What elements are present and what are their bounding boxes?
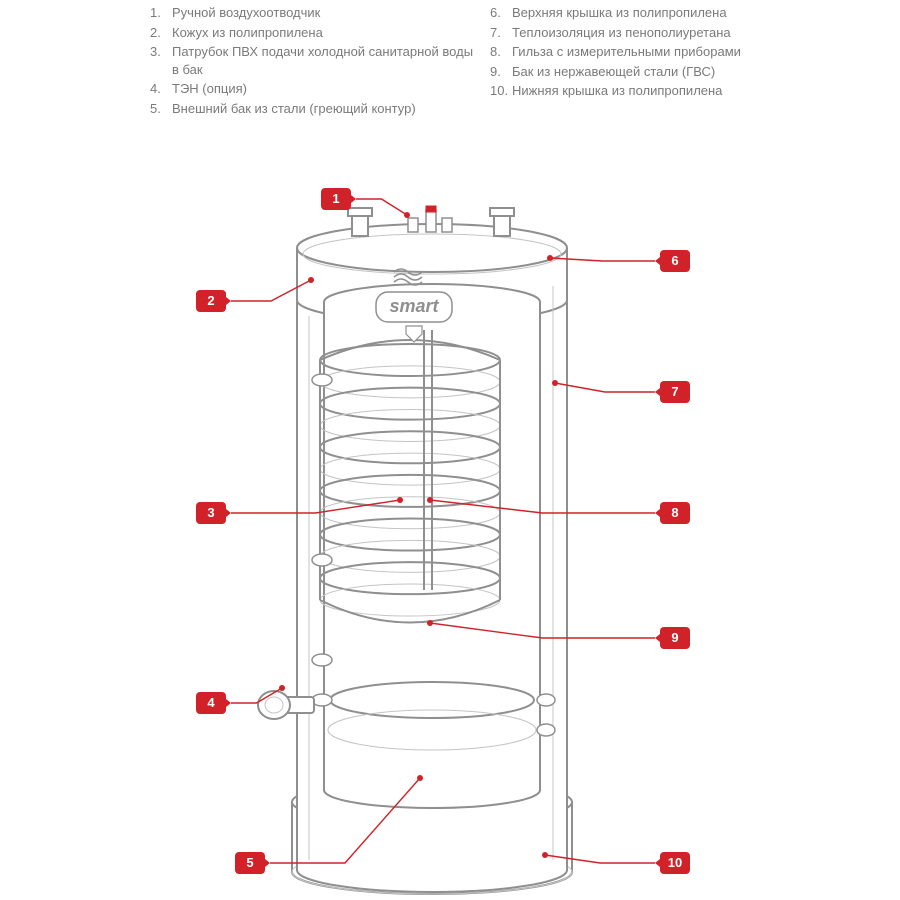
callout-4: 4: [196, 692, 226, 714]
callout-7: 7: [660, 381, 690, 403]
callout-3: 3: [196, 502, 226, 524]
callout-9: 9: [660, 627, 690, 649]
water-heater-diagram: smart: [0, 0, 900, 900]
svg-text:smart: smart: [389, 296, 439, 316]
callout-6: 6: [660, 250, 690, 272]
callout-1: 1: [321, 188, 351, 210]
callout-8: 8: [660, 502, 690, 524]
callout-2: 2: [196, 290, 226, 312]
callout-5: 5: [235, 852, 265, 874]
callout-10: 10: [660, 852, 690, 874]
